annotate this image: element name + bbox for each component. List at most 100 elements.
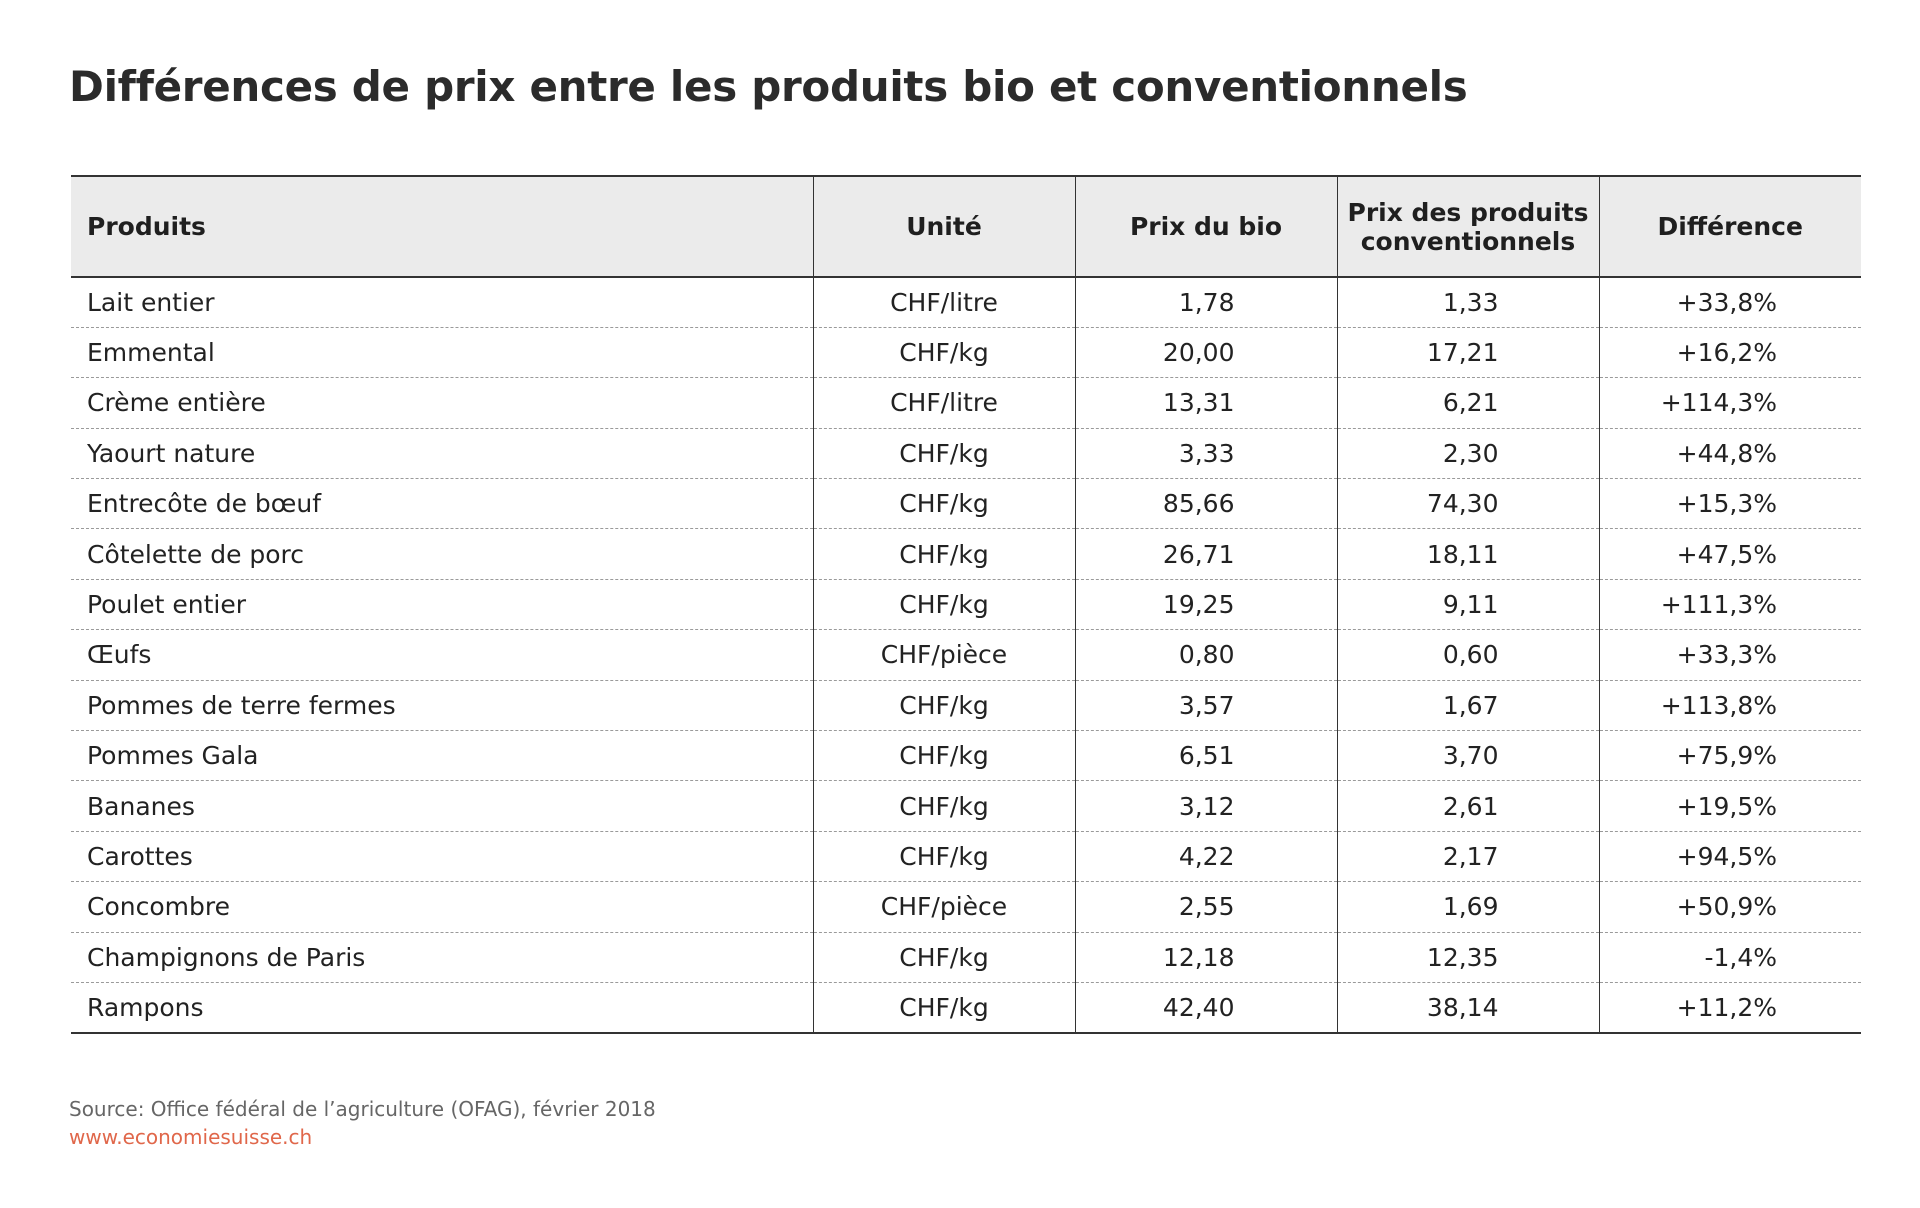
table-row: Poulet entier CHF/kg 19,25 9,11 +111,3% [71,579,1861,631]
cell-produit: Rampons [71,982,813,1034]
cell-produit: Lait entier [71,277,813,328]
cell-produit: Poulet entier [71,579,813,631]
cell-prix-conventionnel: 2,30 [1336,428,1599,480]
table-row: Pommes Gala CHF/kg 6,51 3,70 +75,9% [71,730,1861,782]
cell-produit: Emmental [71,327,813,379]
cell-prix-conventionnel: 6,21 [1336,377,1599,429]
cell-difference: +114,3% [1598,377,1861,429]
cell-prix-conventionnel: 0,60 [1336,629,1599,681]
column-header-prix-bio: Prix du bio [1074,175,1337,278]
header-row: Produits Unité Prix du bio Prix des prod… [71,175,1861,278]
cell-produit: Pommes de terre fermes [71,680,813,732]
cell-prix-conventionnel: 17,21 [1336,327,1599,379]
cell-difference: +50,9% [1598,881,1861,933]
cell-prix-conventionnel: 1,67 [1336,680,1599,732]
table-header: Produits Unité Prix du bio Prix des prod… [71,175,1861,278]
column-header-unite: Unité [812,175,1075,278]
table-row: Yaourt nature CHF/kg 3,33 2,30 +44,8% [71,428,1861,480]
column-header-produits: Produits [71,175,813,278]
cell-prix-bio: 3,57 [1074,680,1337,732]
cell-difference: +33,8% [1598,277,1861,328]
cell-difference: +33,3% [1598,629,1861,681]
cell-prix-bio: 42,40 [1074,982,1337,1034]
cell-produit: Carottes [71,831,813,883]
chart-title: Différences de prix entre les produits b… [69,62,1468,111]
table-row: Emmental CHF/kg 20,00 17,21 +16,2% [71,327,1861,379]
table-row: Crème entière CHF/litre 13,31 6,21 +114,3% [71,377,1861,429]
cell-unite: CHF/pièce [812,629,1075,681]
cell-prix-conventionnel: 9,11 [1336,579,1599,631]
cell-unite: CHF/kg [812,327,1075,379]
table-row: Concombre CHF/pièce 2,55 1,69 +50,9% [71,881,1861,933]
cell-unite: CHF/kg [812,428,1075,480]
cell-unite: CHF/kg [812,831,1075,883]
table-row: Œufs CHF/pièce 0,80 0,60 +33,3% [71,629,1861,681]
cell-prix-bio: 19,25 [1074,579,1337,631]
table-row: Bananes CHF/kg 3,12 2,61 +19,5% [71,780,1861,832]
cell-difference: +47,5% [1598,528,1861,580]
website-link[interactable]: www.economiesuisse.ch [69,1125,313,1149]
cell-prix-bio: 13,31 [1074,377,1337,429]
cell-unite: CHF/litre [812,277,1075,328]
cell-difference: +19,5% [1598,780,1861,832]
cell-produit: Yaourt nature [71,428,813,480]
table-row: Entrecôte de bœuf CHF/kg 85,66 74,30 +15,3% [71,478,1861,530]
cell-produit: Bananes [71,780,813,832]
table-row: Carottes CHF/kg 4,22 2,17 +94,5% [71,831,1861,883]
cell-difference: +15,3% [1598,478,1861,530]
cell-unite: CHF/kg [812,478,1075,530]
cell-prix-bio: 26,71 [1074,528,1337,580]
cell-difference: +11,2% [1598,982,1861,1034]
cell-prix-conventionnel: 3,70 [1336,730,1599,782]
cell-prix-bio: 20,00 [1074,327,1337,379]
cell-difference: +113,8% [1598,680,1861,732]
cell-prix-bio: 4,22 [1074,831,1337,883]
cell-unite: CHF/kg [812,982,1075,1034]
table-row: Rampons CHF/kg 42,40 38,14 +11,2% [71,982,1861,1034]
cell-prix-bio: 12,18 [1074,932,1337,983]
cell-prix-bio: 1,78 [1074,277,1337,328]
cell-prix-conventionnel: 2,61 [1336,780,1599,832]
column-header-difference: Différence [1598,175,1861,278]
cell-difference: +94,5% [1598,831,1861,883]
cell-difference: -1,4% [1598,932,1861,983]
cell-unite: CHF/kg [812,932,1075,983]
cell-prix-conventionnel: 74,30 [1336,478,1599,530]
cell-unite: CHF/kg [812,528,1075,580]
cell-prix-conventionnel: 38,14 [1336,982,1599,1034]
cell-prix-bio: 85,66 [1074,478,1337,530]
cell-unite: CHF/pièce [812,881,1075,933]
table-body: Lait entier CHF/litre 1,78 1,33 +33,8% Emment… [71,277,1861,1034]
cell-prix-bio: 3,12 [1074,780,1337,832]
cell-unite: CHF/kg [812,680,1075,732]
cell-difference: +16,2% [1598,327,1861,379]
table-row: Lait entier CHF/litre 1,78 1,33 +33,8% [71,277,1861,328]
table-row: Côtelette de porc CHF/kg 26,71 18,11 +47,5% [71,528,1861,580]
cell-produit: Côtelette de porc [71,528,813,580]
cell-prix-bio: 2,55 [1074,881,1337,933]
cell-unite: CHF/kg [812,579,1075,631]
cell-produit: Concombre [71,881,813,933]
cell-difference: +44,8% [1598,428,1861,480]
cell-difference: +111,3% [1598,579,1861,631]
cell-prix-bio: 0,80 [1074,629,1337,681]
cell-prix-bio: 6,51 [1074,730,1337,782]
cell-produit: Crème entière [71,377,813,429]
cell-prix-conventionnel: 12,35 [1336,932,1599,983]
price-comparison-table: Produits Unité Prix du bio Prix des prod… [71,175,1861,1034]
cell-unite: CHF/kg [812,730,1075,782]
cell-produit: Champignons de Paris [71,932,813,983]
cell-prix-conventionnel: 1,69 [1336,881,1599,933]
source-note: Source: Office fédéral de l’agriculture … [69,1097,656,1121]
column-header-prix-conventionnels: Prix des produits conventionnels [1336,175,1599,278]
table-row: Pommes de terre fermes CHF/kg 3,57 1,67 +113… [71,680,1861,732]
table-row: Champignons de Paris CHF/kg 12,18 12,35 -1,4… [71,932,1861,983]
cell-prix-bio: 3,33 [1074,428,1337,480]
cell-unite: CHF/kg [812,780,1075,832]
cell-produit: Entrecôte de bœuf [71,478,813,530]
cell-prix-conventionnel: 18,11 [1336,528,1599,580]
cell-produit: Pommes Gala [71,730,813,782]
cell-produit: Œufs [71,629,813,681]
cell-difference: +75,9% [1598,730,1861,782]
cell-prix-conventionnel: 1,33 [1336,277,1599,328]
